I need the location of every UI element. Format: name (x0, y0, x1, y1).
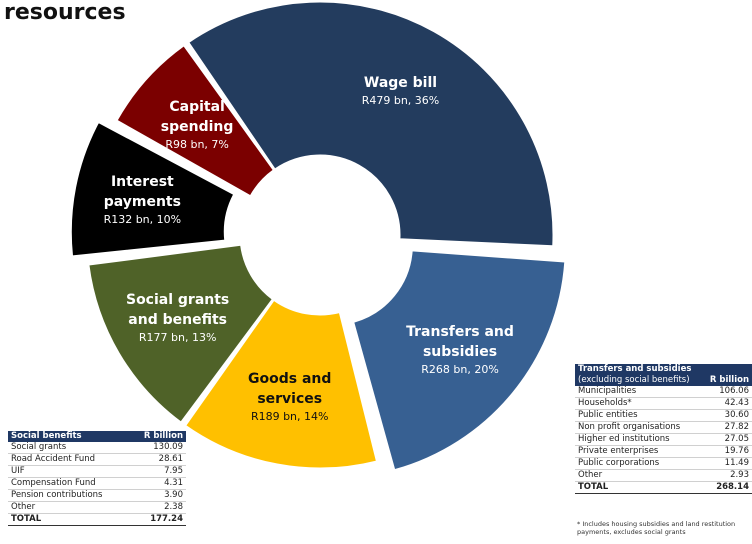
segment-label: Social grants and benefits R177 bn, 13% (113, 290, 243, 346)
total-cell: 268.14 (703, 481, 752, 494)
header-cell: Social benefits (8, 431, 130, 442)
value-label: R177 bn, 13% (138, 331, 217, 345)
table-row: Compensation Fund 4.31 (8, 477, 186, 490)
table-cell: 3.90 (129, 489, 186, 502)
table-cell: 27.05 (703, 433, 752, 446)
table-cell: 130.09 (129, 442, 186, 454)
total-cell: 177.24 (129, 513, 186, 526)
segment-label: Interest payments R132 bn, 10% (77, 172, 207, 228)
header-cell: R billion (129, 431, 186, 442)
table-row: Pension contributions 3.90 (8, 489, 186, 502)
transfers-table: Transfers and subsidies (excluding social… (575, 364, 752, 494)
table-cell: Road Accident Fund (8, 453, 130, 466)
table-cell: 2.38 (129, 501, 186, 514)
table-cell: Non profit organisations (575, 421, 704, 434)
segment-label: Capital spending R98 bn, 7% (132, 97, 262, 153)
donut-segment (185, 299, 378, 469)
header-cell: R billion (703, 364, 752, 386)
table-row: Other 2.93 (575, 469, 752, 482)
category-label: Goods and services (248, 371, 332, 408)
category-label: Social grants and benefits (125, 292, 230, 329)
table-row: Public entities 30.60 (575, 409, 752, 422)
table-cell: Public entities (575, 409, 704, 422)
table-row: Higher ed institutions 27.05 (575, 433, 752, 446)
donut-segment (188, 1, 554, 247)
total-row: TOTAL 268.14 (575, 481, 752, 494)
table-cell: UIF (8, 465, 130, 478)
segment-label: Transfers and subsidies R268 bn, 20% (395, 322, 525, 378)
table-cell: 30.60 (703, 409, 752, 422)
table-cell: Higher ed institutions (575, 433, 704, 446)
table-cell: 4.31 (129, 477, 186, 490)
segment-label: Wage bill R479 bn, 36% (335, 73, 465, 109)
table-row: Municipalities 106.06 (575, 386, 752, 398)
table-cell: 106.06 (703, 386, 752, 398)
value-label: R98 bn, 7% (165, 137, 229, 151)
table-cell: Public corporations (575, 457, 704, 470)
table-row: Social grants 130.09 (8, 442, 186, 454)
social-benefits-table: Social benefits R billion Social grants 130… (8, 431, 186, 526)
table-cell: Social grants (8, 442, 130, 454)
total-cell: TOTAL (575, 481, 704, 494)
category-label: Interest payments (103, 174, 181, 211)
category-label: Transfers and subsidies (406, 323, 514, 360)
table-cell: 11.49 (703, 457, 752, 470)
total-row: TOTAL 177.24 (8, 513, 186, 526)
table-cell: 27.82 (703, 421, 752, 434)
table-row: UIF 7.95 (8, 465, 186, 478)
table-cell: 42.43 (703, 397, 752, 410)
chart-title: resources (4, 0, 126, 25)
donut-segment (88, 244, 273, 423)
total-cell: TOTAL (8, 513, 130, 526)
value-label: R132 bn, 10% (103, 213, 182, 227)
donut-segment (353, 250, 566, 471)
value-label: R479 bn, 36% (361, 93, 440, 107)
table-row: Other 2.38 (8, 501, 186, 514)
table-cell: 7.95 (129, 465, 186, 478)
table-row: Private enterprises 19.76 (575, 445, 752, 458)
table-cell: 2.93 (703, 469, 752, 482)
table-row: Road Accident Fund 28.61 (8, 453, 186, 466)
table-cell: 19.76 (703, 445, 752, 458)
table-row: Households* 42.43 (575, 397, 752, 410)
segment-label: Goods and services R189 bn, 14% (225, 369, 355, 425)
donut-segment (70, 121, 235, 257)
table-cell: Other (575, 469, 704, 482)
donut-segment (116, 45, 274, 197)
table-cell: Pension contributions (8, 489, 130, 502)
table-cell: 28.61 (129, 453, 186, 466)
header-row: Transfers and subsidies (excluding social… (575, 364, 752, 386)
table-cell: Private enterprises (575, 445, 704, 458)
header-row: Social benefits R billion (8, 431, 186, 442)
header-cell: Transfers and subsidies (excluding social… (575, 364, 704, 386)
header-text: Transfers and subsidies (578, 364, 692, 374)
category-label: Capital spending (160, 98, 234, 135)
table-cell: Municipalities (575, 386, 704, 398)
value-label: R268 bn, 20% (421, 362, 499, 376)
table-cell: Compensation Fund (8, 477, 130, 490)
header-text: (excluding social benefits) (578, 375, 690, 385)
table-row: Non profit organisations 27.82 (575, 421, 752, 434)
table-row: Public corporations 11.49 (575, 457, 752, 470)
table-cell: Other (8, 501, 130, 514)
category-label: Wage bill (363, 74, 438, 91)
value-label: R189 bn, 14% (250, 410, 329, 424)
table-cell: Households* (575, 397, 704, 410)
table-note: * Includes housing subsidies and land re… (577, 520, 736, 536)
